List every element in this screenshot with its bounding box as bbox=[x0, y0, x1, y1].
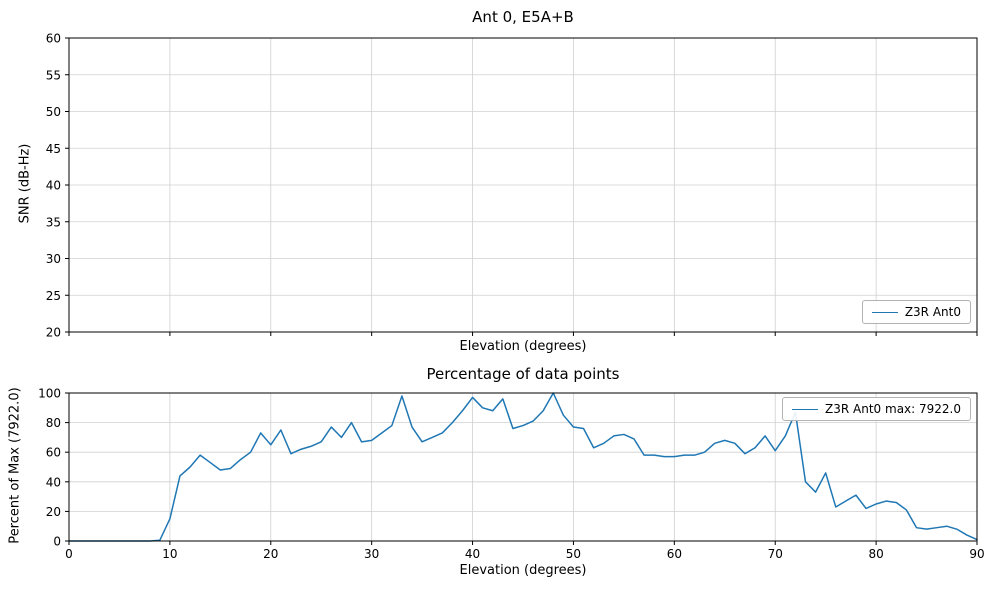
svg-text:60: 60 bbox=[46, 446, 61, 460]
svg-text:50: 50 bbox=[566, 547, 581, 561]
percentage-legend: Z3R Ant0 max: 7922.0 bbox=[782, 397, 971, 421]
svg-text:100: 100 bbox=[38, 387, 61, 401]
svg-text:35: 35 bbox=[46, 215, 61, 229]
svg-text:25: 25 bbox=[46, 289, 61, 303]
snr-chart-title: Ant 0, E5A+B bbox=[472, 8, 574, 26]
legend-label: Z3R Ant0 max: 7922.0 bbox=[825, 402, 961, 416]
snr-x-axis-label: Elevation (degrees) bbox=[459, 339, 587, 354]
percentage-x-axis-label: Elevation (degrees) bbox=[459, 563, 587, 578]
svg-text:30: 30 bbox=[364, 547, 379, 561]
legend-line-sample bbox=[871, 311, 898, 313]
svg-text:90: 90 bbox=[969, 547, 984, 561]
legend-label: Z3R Ant0 bbox=[904, 305, 961, 319]
svg-text:80: 80 bbox=[46, 416, 61, 430]
svg-text:40: 40 bbox=[465, 547, 480, 561]
svg-text:30: 30 bbox=[46, 252, 61, 266]
svg-text:20: 20 bbox=[46, 505, 61, 519]
svg-text:50: 50 bbox=[46, 105, 61, 119]
legend-line-sample bbox=[792, 408, 819, 410]
svg-text:60: 60 bbox=[667, 547, 682, 561]
svg-text:55: 55 bbox=[46, 68, 61, 82]
svg-text:0: 0 bbox=[65, 547, 73, 561]
snr-legend: Z3R Ant0 bbox=[861, 300, 971, 324]
snr-plot-area: 20 25 30 35 40 45 50 55 60 bbox=[46, 32, 978, 340]
svg-text:40: 40 bbox=[46, 475, 61, 489]
percentage-plot-area: 0 20 40 60 80 100 0 10 20 30 40 50 60 70 80 90 bbox=[38, 387, 985, 562]
svg-text:80: 80 bbox=[868, 547, 883, 561]
svg-text:60: 60 bbox=[46, 32, 61, 46]
svg-text:45: 45 bbox=[46, 142, 61, 156]
svg-text:40: 40 bbox=[46, 179, 61, 193]
svg-text:70: 70 bbox=[768, 547, 783, 561]
svg-text:20: 20 bbox=[263, 547, 278, 561]
svg-text:0: 0 bbox=[53, 535, 61, 549]
svg-text:20: 20 bbox=[46, 326, 61, 340]
svg-text:10: 10 bbox=[162, 547, 177, 561]
percentage-chart-title: Percentage of data points bbox=[426, 365, 620, 383]
